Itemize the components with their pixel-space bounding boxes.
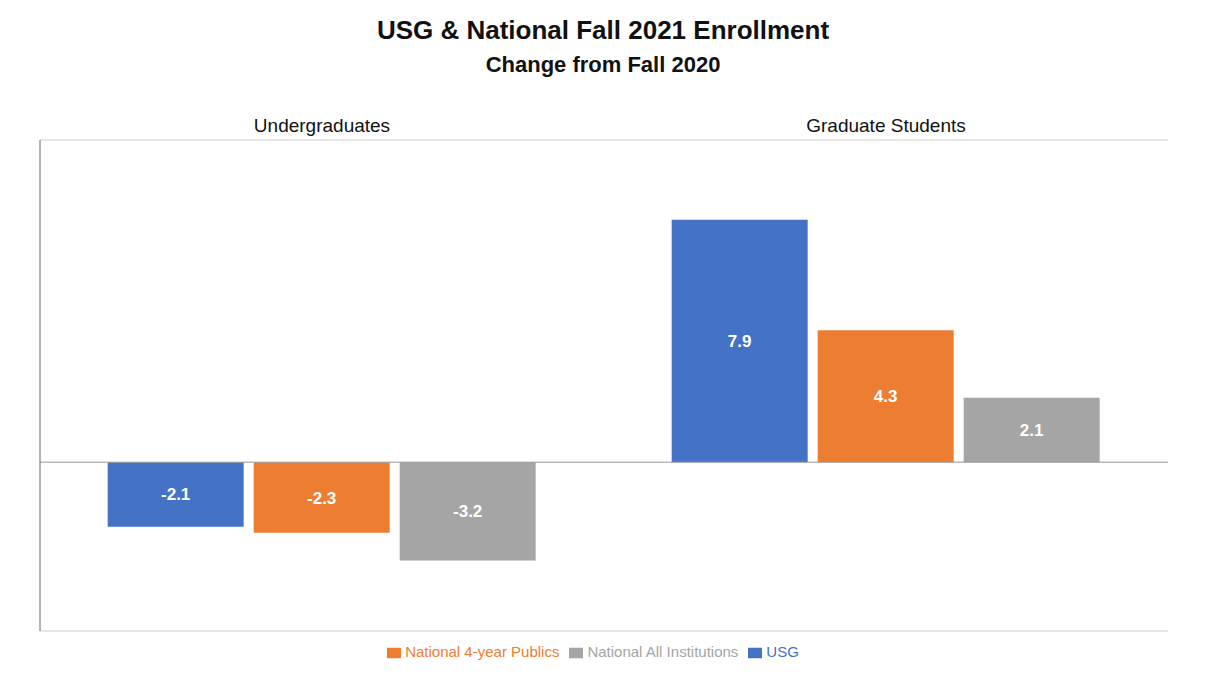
svg-text:4.3: 4.3 bbox=[874, 387, 898, 406]
html-text:Change from Fall 2020: Change from Fall 2020 bbox=[485, 52, 721, 77]
svg-text:-2.1: -2.1 bbox=[161, 485, 190, 504]
html-text:USG & National Fall 2021 Enrol: USG & National Fall 2021 Enrollment bbox=[376, 15, 830, 45]
html-text:USG: USG bbox=[766, 643, 799, 660]
svg-text:-2.3: -2.3 bbox=[307, 489, 336, 508]
svg-text:Undergraduates: Undergraduates bbox=[254, 115, 390, 136]
svg-text:Graduate Students: Graduate Students bbox=[806, 115, 966, 136]
svg-text:-3.2: -3.2 bbox=[453, 502, 482, 521]
html-text:National 4-year Publics: National 4-year Publics bbox=[405, 643, 560, 660]
html-text:National All Institutions: National All Institutions bbox=[587, 643, 739, 660]
svg-text:7.9: 7.9 bbox=[728, 332, 752, 351]
svg-text:2.1: 2.1 bbox=[1020, 421, 1044, 440]
